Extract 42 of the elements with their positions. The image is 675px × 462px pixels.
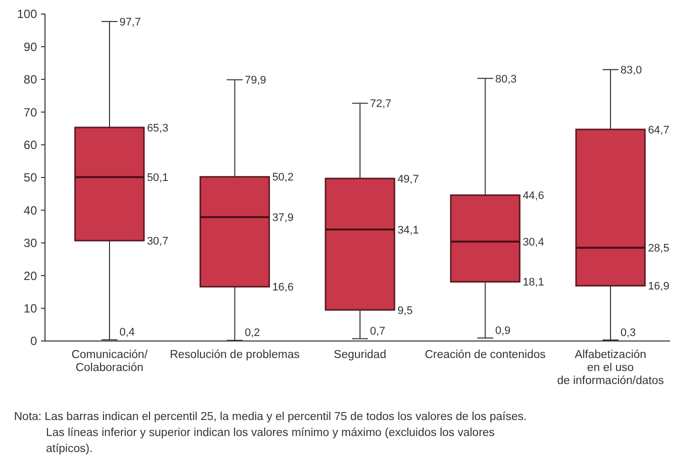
annotation: 34,1: [397, 224, 419, 236]
x-tick-label: Alfabetización en el uso de información/datos: [557, 349, 664, 387]
annotation: 0,4: [119, 326, 135, 339]
y-tick-label: 70: [24, 105, 38, 120]
x-tick-label: Resolución de problemas: [170, 349, 300, 361]
annotation: 44,6: [522, 190, 544, 202]
y-tick-label: 100: [16, 7, 38, 22]
y-tick-label: 0: [30, 334, 38, 348]
annotation: 0,7: [370, 326, 386, 338]
y-tick-label: 30: [24, 236, 38, 250]
annotation: 30,7: [146, 235, 168, 248]
y-tick-label: 40: [24, 203, 38, 218]
annotation: 64,7: [648, 124, 670, 136]
annotation: 28,5: [648, 242, 670, 255]
x-tick-label: Creación de contenidos: [424, 349, 546, 361]
y-tick-label: 10: [24, 302, 38, 316]
x-tick-label: Seguridad: [334, 349, 386, 361]
y-tick-label: 50: [24, 170, 38, 185]
y-tick-label: 80: [24, 72, 38, 87]
annotation: 65,3: [146, 122, 168, 134]
annotation: 50,1: [146, 172, 168, 184]
y-tick-label: 90: [24, 40, 38, 54]
annotation: 80,3: [495, 73, 517, 86]
text: Nota: Las barras indican el percentil 25, la media y el percentil 75 de todos los valores de los países. Las líneas inferior y superior indican los valores mínimo y máximo (excluidos los valores atípicos).: [14, 411, 527, 455]
y-tick-label: 20: [24, 268, 38, 283]
y-tick-label: 60: [24, 138, 38, 152]
annotation: 0,3: [620, 326, 636, 339]
annotation: 30,4: [522, 236, 544, 248]
annotation: 16,6: [272, 282, 294, 294]
annotation: 72,7: [370, 98, 392, 110]
annotation: 0,2: [244, 327, 260, 340]
annotation: 9,5: [397, 304, 413, 317]
annotation: 83,0: [620, 64, 642, 76]
x-tick-label: Comunicación/ Colaboración: [71, 349, 148, 374]
annotation: 50,2: [272, 172, 294, 184]
annotation: 97,7: [119, 16, 141, 28]
annotation: 0,9: [495, 324, 511, 337]
annotation: 49,7: [397, 173, 419, 186]
annotation: 18,1: [522, 276, 544, 289]
annotation: 16,9: [648, 280, 670, 293]
annotation: 37,9: [272, 212, 294, 224]
annotation: 79,9: [244, 74, 266, 87]
